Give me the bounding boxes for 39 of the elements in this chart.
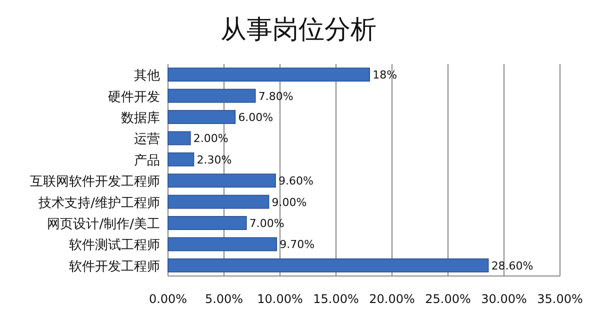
x-tick-label: 10.00% — [257, 292, 303, 306]
x-tick-label: 25.00% — [425, 292, 471, 306]
data-label: 9.60% — [278, 174, 314, 188]
y-tick-label: 软件测试工程师 — [69, 238, 160, 254]
x-tick-label: 35.00% — [537, 292, 583, 306]
bar — [168, 131, 191, 146]
data-label: 7.00% — [249, 217, 284, 230]
y-tick-label: 技术支持/维护工程师 — [38, 196, 160, 211]
data-label: 2.00% — [193, 132, 228, 146]
data-label: 6.00% — [238, 111, 274, 124]
y-tick-label: 互联网软件开发工程师 — [30, 174, 160, 190]
x-tick-label: 0.00% — [148, 292, 188, 306]
data-label: 9.00% — [272, 196, 307, 209]
x-tick-label: 5.00% — [204, 292, 244, 306]
bar — [168, 110, 236, 124]
data-label: 18% — [372, 68, 398, 82]
y-tick-label: 产品 — [134, 153, 160, 168]
y-tick-label: 软件开发工程师 — [69, 259, 160, 274]
y-tick-label: 运营 — [134, 132, 160, 148]
bar — [168, 258, 489, 272]
y-tick-label: 其他 — [134, 68, 160, 84]
x-tick-label: 30.00% — [481, 292, 527, 306]
bar — [168, 152, 194, 166]
bar — [168, 174, 276, 188]
x-tick-label: 20.00% — [369, 292, 415, 306]
chart-title: 从事岗位分析 — [220, 15, 376, 45]
data-label: 2.30% — [196, 153, 232, 166]
bar — [168, 237, 278, 252]
data-label: 9.70% — [280, 238, 315, 252]
data-label: 7.80% — [258, 90, 294, 103]
y-tick-label: 硬件开发 — [108, 90, 160, 105]
data-label: 28.60% — [491, 259, 534, 272]
x-tick-label: 15.00% — [313, 292, 359, 306]
bar — [168, 68, 370, 82]
y-tick-label: 数据库 — [121, 111, 160, 126]
bar — [168, 216, 247, 230]
bar — [168, 88, 256, 103]
y-tick-label: 网页设计/制作/美工 — [47, 216, 160, 232]
bar — [168, 194, 270, 209]
